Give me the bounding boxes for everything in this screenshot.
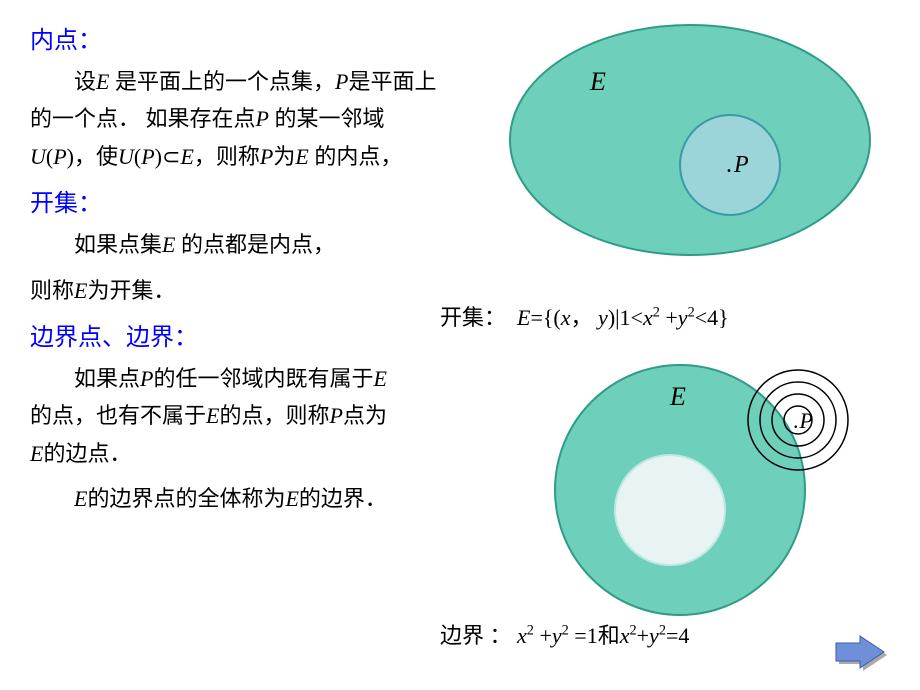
caption-openset-label: 开集： (440, 305, 506, 330)
diagram-interior-point: E .P (490, 20, 890, 260)
para-boundary2: E的边界点的全体称为E的边界． (30, 480, 420, 517)
svg-diagram2: E .P (500, 350, 900, 630)
heading-interior: 内点： (30, 20, 450, 55)
caption-boundary-label: 边界 ： (440, 623, 512, 648)
label-E2: E (669, 382, 686, 411)
svg-diagram1: E .P (490, 20, 890, 260)
label-P: .P (726, 152, 749, 178)
para-open1: 如果点集E 的点都是内点， (30, 226, 380, 263)
next-button[interactable] (830, 633, 890, 675)
text-column: 内点： 设E 是平面上的一个点集，P是平面上的一个点． 如果存在点P 的某一邻域… (30, 20, 450, 526)
caption-boundary: 边界 ： x2 +y2 =1和x2+y2=4 (440, 618, 689, 650)
caption-openset: 开集： E={(x， y)|1<x2 +y2<4} (440, 300, 729, 332)
diagram-boundary-point: E .P (500, 350, 900, 610)
para-interior: 设E 是平面上的一个点集，P是平面上的一个点． 如果存在点P 的某一邻域U(P)… (30, 63, 450, 175)
para-open2: 则称E为开集． (30, 272, 450, 309)
heading-open: 开集： (30, 183, 450, 218)
para-boundary1: 如果点P的任一邻域内既有属于E的点，也有不属于E的点，则称P点为E的边点． (30, 360, 390, 472)
heading-boundary: 边界点、边界： (30, 317, 450, 352)
annulus-hole (615, 455, 725, 565)
label-P2: .P (793, 408, 813, 433)
label-E: E (589, 67, 606, 96)
